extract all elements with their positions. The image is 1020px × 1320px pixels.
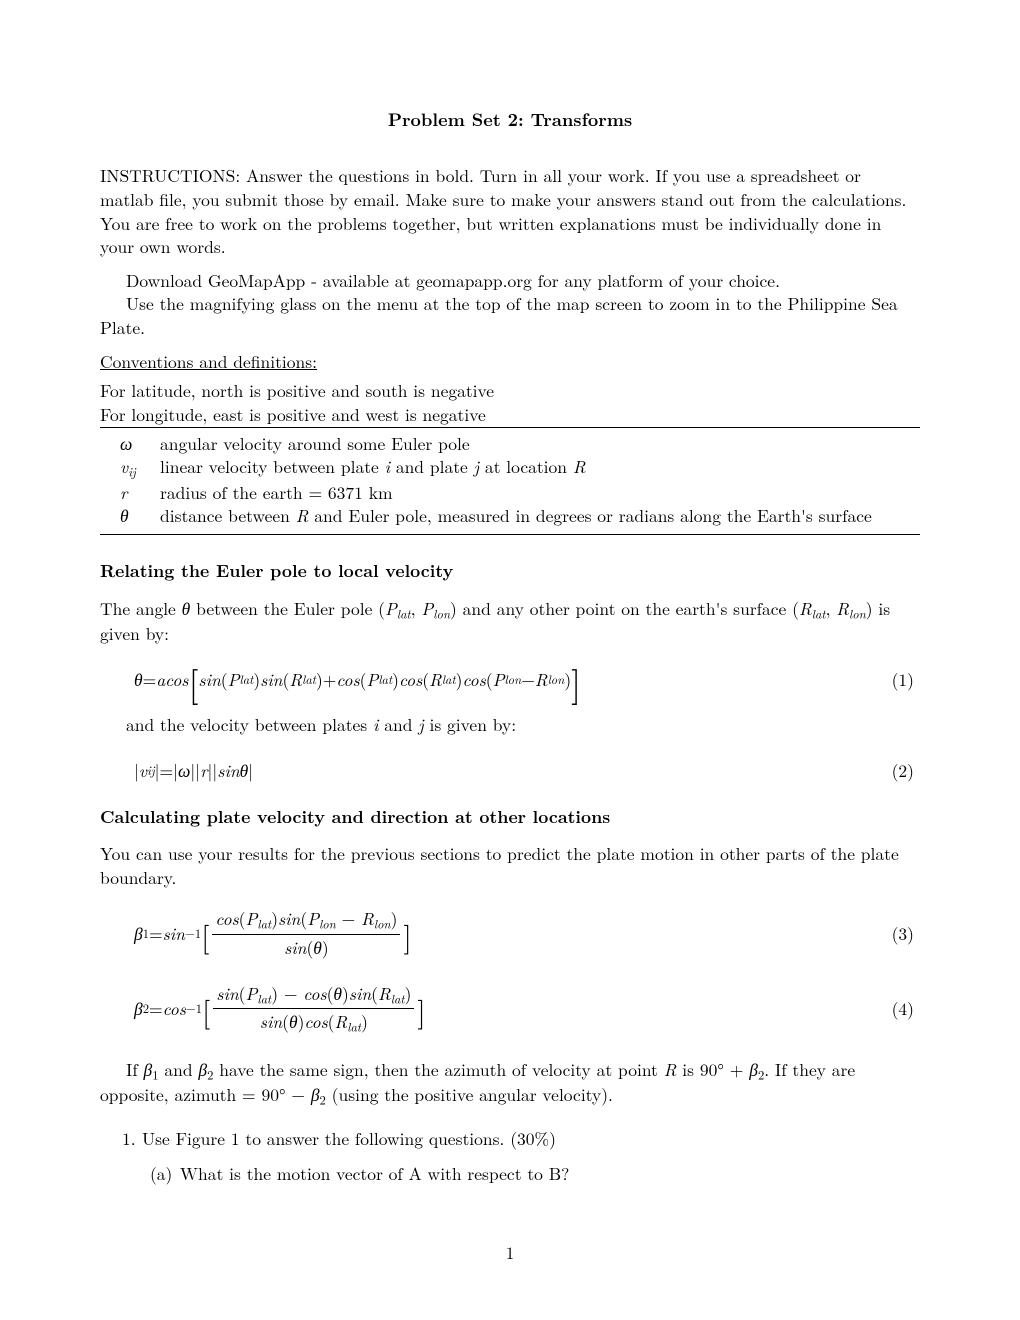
equation-3-block: β1 = sin−1 [cos(Plat)sin(Plon − Rlon)sin… <box>100 907 920 959</box>
equation-number: (3) <box>892 922 920 946</box>
equation-2: |vij| = |ω| |r| |sinθ| <box>100 759 892 783</box>
definition-text: linear velocity between plate i and plat… <box>160 455 920 481</box>
equation-4: β2 = cos−1 [sin(Plat) − cos(θ)sin(Rlat)s… <box>100 982 892 1036</box>
definition-row-vij: vij linear velocity between plate i and … <box>100 455 920 481</box>
equation-4-block: β2 = cos−1 [sin(Plat) − cos(θ)sin(Rlat)s… <box>100 982 920 1036</box>
subquestion-text: What is the motion vector of A with resp… <box>180 1162 569 1186</box>
equation-number: (2) <box>892 759 920 783</box>
definition-row-theta: θ distance between R and Euler pole, mea… <box>100 504 920 528</box>
equation-number: (4) <box>892 997 920 1021</box>
equation-2-block: |vij| = |ω| |r| |sinθ| (2) <box>100 759 920 783</box>
question-number: 1. <box>122 1127 142 1151</box>
section2-paragraph: You can use your results for the previou… <box>100 842 920 889</box>
definition-symbol: r <box>120 481 160 505</box>
conventions-header: Conventions and definitions: <box>100 350 920 374</box>
question-1a: (a) What is the motion vector of A with … <box>122 1162 920 1186</box>
definition-symbol: ω <box>120 432 160 456</box>
definitions-table: ω angular velocity around some Euler pol… <box>100 427 920 535</box>
section-heading-euler: Relating the Euler pole to local velocit… <box>100 559 920 583</box>
closing-paragraph: If β1 and β2 have the same sign, then th… <box>100 1058 920 1109</box>
download-paragraph: Download GeoMapApp - available at geomap… <box>100 269 920 293</box>
equation-1: θ = acos[sin(Plat)sin(Rlat) + cos(Plat)c… <box>100 668 892 692</box>
definition-text: angular velocity around some Euler pole <box>160 432 920 456</box>
instructions-paragraph: INSTRUCTIONS: Answer the questions in bo… <box>100 164 920 259</box>
question-list: 1. Use Figure 1 to answer the following … <box>100 1127 920 1186</box>
subquestion-label: (a) <box>150 1162 180 1186</box>
definition-symbol: vij <box>120 455 160 481</box>
section1-paragraph1: The angle θ between the Euler pole (Plat… <box>100 597 920 646</box>
equation-number: (1) <box>892 668 920 692</box>
definition-row-omega: ω angular velocity around some Euler pol… <box>100 432 920 456</box>
definition-row-r: r radius of the earth = 6371 km <box>100 481 920 505</box>
document-page: Problem Set 2: Transforms INSTRUCTIONS: … <box>0 0 1020 1320</box>
section1-paragraph2: and the velocity between plates i and j … <box>100 713 920 737</box>
equation-3: β1 = sin−1 [cos(Plat)sin(Plon − Rlon)sin… <box>100 907 892 959</box>
page-number: 1 <box>0 1241 1020 1264</box>
definition-text: radius of the earth = 6371 km <box>160 481 920 505</box>
longitude-convention: For longitude, east is positive and west… <box>100 403 920 427</box>
question-1: 1. Use Figure 1 to answer the following … <box>122 1127 920 1151</box>
equation-1-block: θ = acos[sin(Plat)sin(Rlat) + cos(Plat)c… <box>100 668 920 692</box>
definition-text: distance between R and Euler pole, measu… <box>160 504 920 528</box>
latitude-convention: For latitude, north is positive and sout… <box>100 379 920 403</box>
document-title: Problem Set 2: Transforms <box>100 108 920 132</box>
question-text: Use Figure 1 to answer the following que… <box>142 1127 556 1151</box>
section-heading-velocity: Calculating plate velocity and direction… <box>100 805 920 829</box>
zoom-paragraph: Use the magnifying glass on the menu at … <box>100 292 920 339</box>
definition-symbol: θ <box>120 504 160 528</box>
